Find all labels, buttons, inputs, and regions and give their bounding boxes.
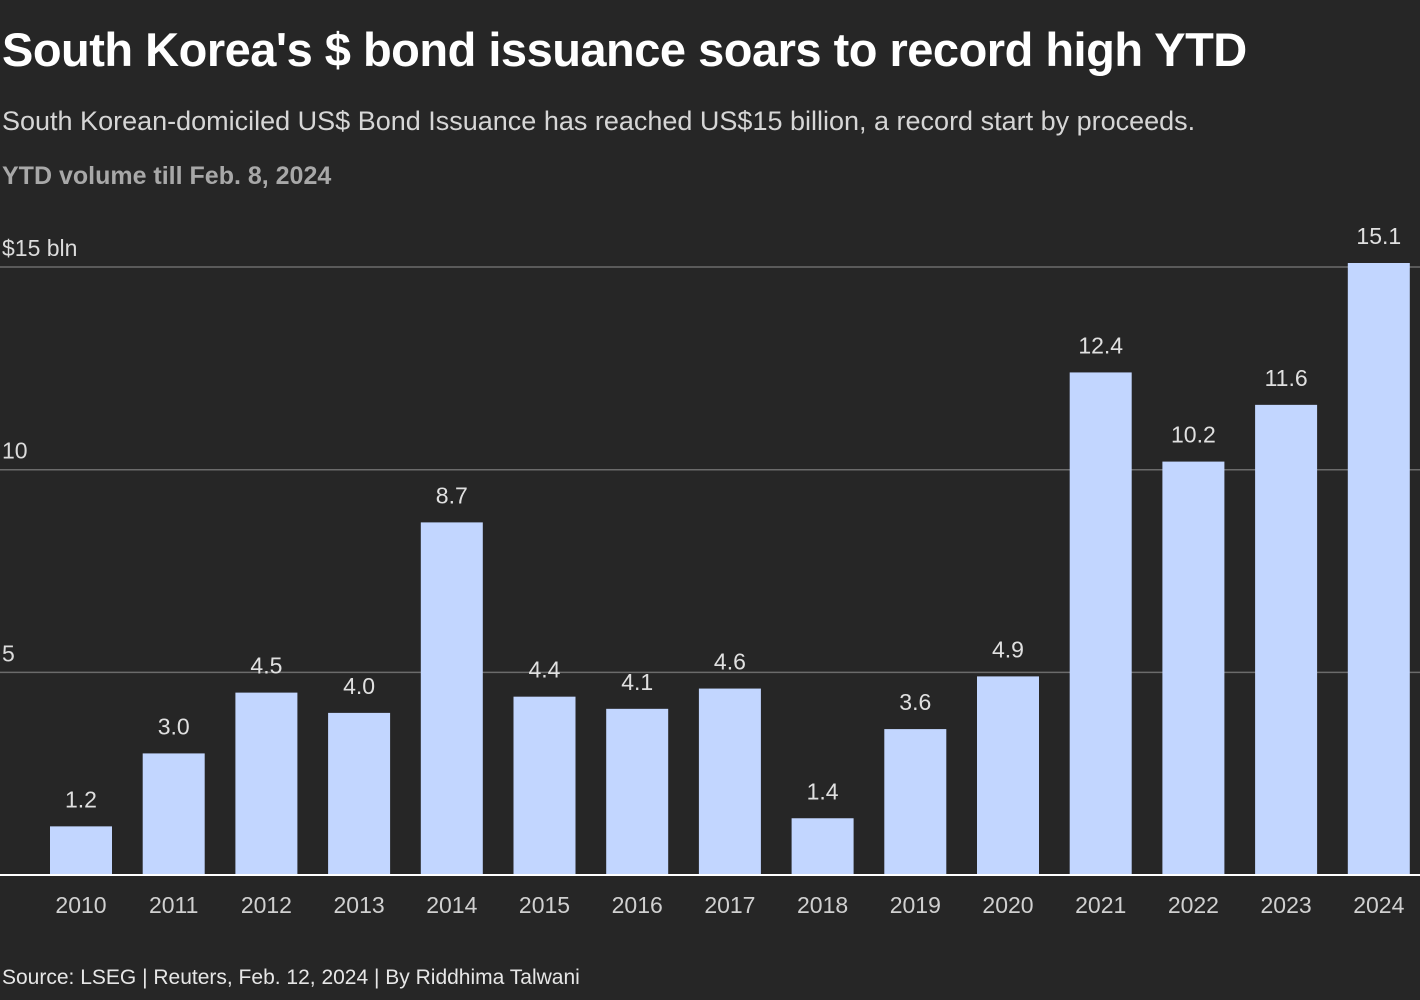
x-tick-label-2022: 2022 (1168, 892, 1219, 918)
x-tick-label-2020: 2020 (982, 892, 1033, 918)
x-tick-label-2018: 2018 (797, 892, 848, 918)
x-tick-label-2021: 2021 (1075, 892, 1126, 918)
x-tick-label-2023: 2023 (1261, 892, 1312, 918)
data-label-2018: 1.4 (807, 778, 839, 804)
bar-2022 (1162, 461, 1225, 875)
bar-2023 (1255, 404, 1318, 875)
x-tick-label-2015: 2015 (519, 892, 570, 918)
data-label-2016: 4.1 (621, 669, 653, 695)
x-tick-label-2016: 2016 (612, 892, 663, 918)
source-credit: Source: LSEG | Reuters, Feb. 12, 2024 | … (2, 966, 580, 989)
bar-2017 (698, 688, 761, 875)
data-label-2019: 3.6 (899, 689, 931, 715)
data-label-2011: 3.0 (158, 713, 190, 739)
bar-2011 (142, 753, 205, 875)
chart-measure-label: YTD volume till Feb. 8, 2024 (2, 162, 332, 190)
bar-2016 (606, 708, 669, 875)
y-tick-label: $15 bln (2, 235, 77, 261)
chart-title: South Korea's $ bond issuance soars to r… (2, 23, 1247, 76)
data-label-2013: 4.0 (343, 673, 375, 699)
x-tick-label-2012: 2012 (241, 892, 292, 918)
x-tick-label-2011: 2011 (149, 892, 198, 918)
x-tick-label-2014: 2014 (426, 892, 477, 918)
y-tick-label: 10 (2, 438, 28, 464)
data-label-2012: 4.5 (250, 653, 282, 679)
bar-2015 (513, 696, 576, 875)
data-labels: 1.2 3.0 4.5 4.0 8.7 4.4 4.1 4.6 1.4 3.6 4.9 12.4 10.… (65, 223, 1401, 812)
bar-chart: 5 10 $15 bln 1.2 3.0 4.5 4.0 8.7 4.4 4.1 4.6 1.4 3.… (0, 223, 1420, 918)
x-tick-label-2017: 2017 (704, 892, 755, 918)
chart-subtitle: South Korean-domiciled US$ Bond Issuance… (2, 106, 1196, 136)
bar-2021 (1069, 372, 1132, 875)
bar-2019 (884, 729, 947, 875)
bar-2013 (328, 712, 391, 875)
bar-2024 (1347, 262, 1410, 875)
bar-2018 (791, 818, 854, 875)
data-label-2014: 8.7 (436, 482, 468, 508)
data-label-2020: 4.9 (992, 636, 1024, 662)
bar-2014 (420, 522, 483, 875)
data-label-2017: 4.6 (714, 649, 746, 675)
x-axis: 2010 2011 2012 2013 2014 2015 2016 2017 2018 2019… (0, 874, 1420, 918)
y-tick-label: 5 (2, 640, 15, 666)
data-label-2010: 1.2 (65, 786, 97, 812)
x-tick-label-2019: 2019 (890, 892, 941, 918)
bar-2020 (977, 676, 1039, 875)
data-label-2015: 4.4 (529, 657, 561, 683)
bar-2012 (235, 692, 298, 875)
data-label-2021: 12.4 (1078, 332, 1123, 358)
data-label-2024: 15.1 (1356, 223, 1401, 249)
data-label-2022: 10.2 (1171, 422, 1216, 448)
bar-2010 (50, 826, 112, 875)
x-tick-label-2024: 2024 (1353, 892, 1404, 918)
data-label-2023: 11.6 (1265, 365, 1308, 391)
x-tick-label-2010: 2010 (55, 892, 106, 918)
bars (50, 262, 1410, 875)
x-tick-label-2013: 2013 (334, 892, 385, 918)
